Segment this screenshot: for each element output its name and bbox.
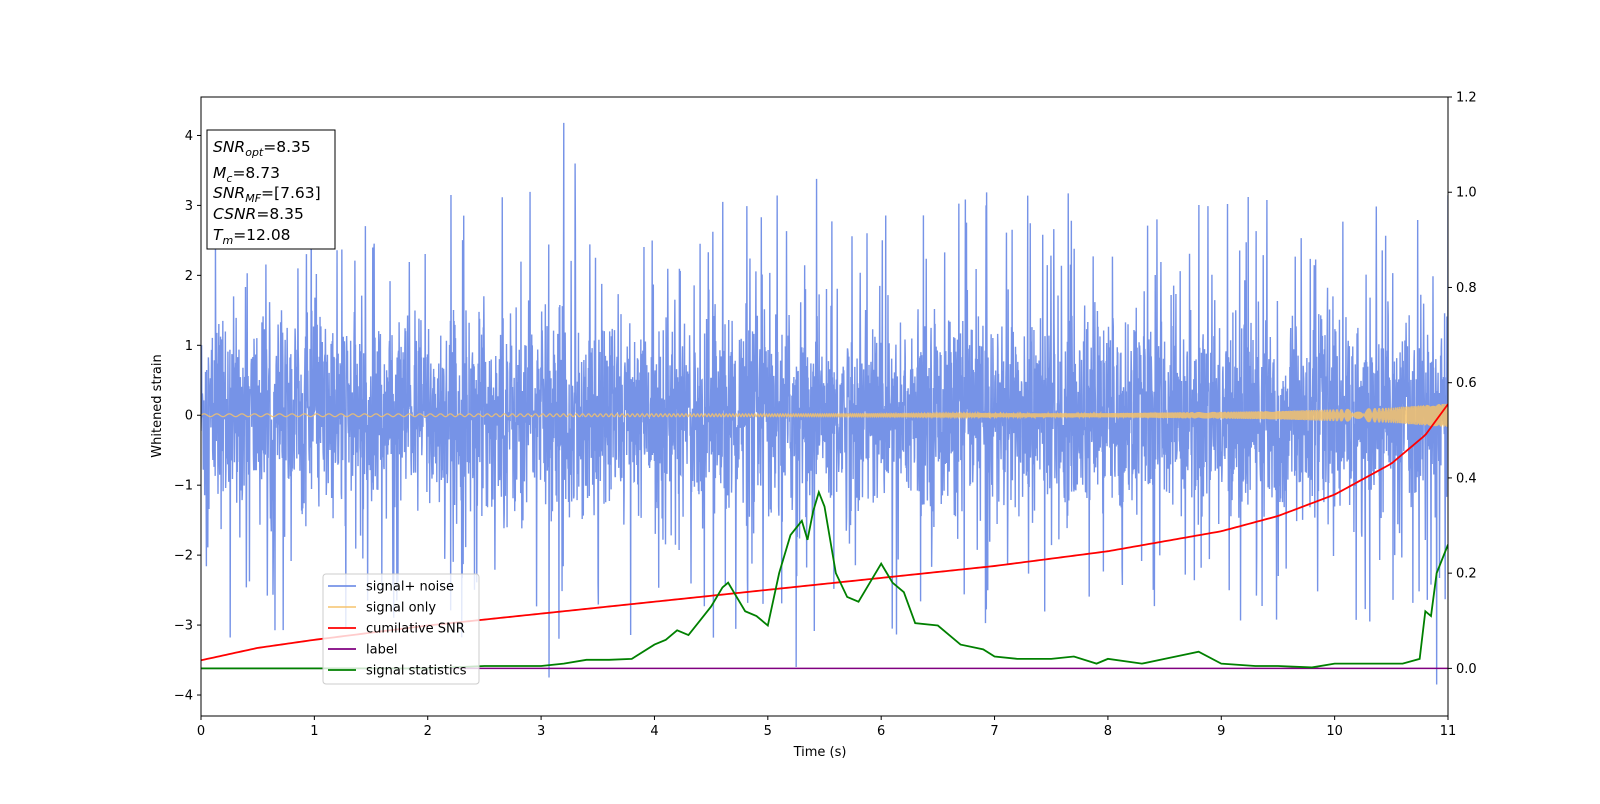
y-tick-label: −3 (174, 619, 193, 634)
y-tick-label: 2 (185, 269, 193, 284)
annotation-line: CSNR=8.35 (213, 205, 304, 223)
y2-tick-label: 1.0 (1456, 186, 1477, 201)
legend-frame (322, 573, 480, 685)
x-tick-label: 7 (990, 724, 998, 739)
axes-frame (200, 96, 1449, 717)
y2-tick-label: 0.8 (1456, 281, 1477, 296)
y2-tick-label: 0.2 (1456, 567, 1477, 582)
y-axis-label: Whitened strain (150, 354, 165, 457)
x-tick-label: 2 (424, 724, 432, 739)
annotation-line: SNRopt=8.35 (213, 138, 311, 159)
y-tick-label: −4 (174, 689, 193, 704)
y2-tick-label: 0.6 (1456, 376, 1477, 391)
y-tick-label: 0 (185, 409, 193, 424)
x-tick-label: 1 (310, 724, 318, 739)
legend: signal+ noise signal only cumilative SNR la… (322, 573, 480, 685)
annotation-frame (206, 129, 336, 250)
x-axis-label: Time (s) (793, 745, 847, 760)
legend-label: signal statistics (366, 664, 467, 679)
x-tick-label: 3 (537, 724, 545, 739)
x-tick-label: 8 (1104, 724, 1112, 739)
y2-tick-label: 0.4 (1456, 471, 1477, 486)
x-tick-label: 9 (1217, 724, 1225, 739)
x-tick-label: 10 (1326, 724, 1343, 739)
y2-tick-label: 0.0 (1456, 662, 1477, 677)
y-tick-label: −1 (174, 479, 193, 494)
legend-label: signal only (366, 601, 436, 616)
axes-layer: 0 1 2 3 4 5 6 7 8 9 10 11 −4 −3 −2 −1 0 1 2 3 4 0.0 0.2 0.4 0.6 0… (174, 91, 1477, 740)
annotation-line: Mc=8.73 (213, 164, 280, 185)
x-tick-label: 4 (650, 724, 658, 739)
signal-statistics-series (201, 489, 1448, 670)
x-tick-label: 0 (197, 724, 205, 739)
annotation-line: SNRMF=[7.63] (213, 184, 321, 205)
y-tick-label: 3 (185, 199, 193, 214)
annotation-line: Tm=12.08 (213, 226, 291, 247)
legend-label: label (366, 643, 397, 658)
x-tick-label: 11 (1440, 724, 1457, 739)
y-tick-label: 4 (185, 129, 193, 144)
signal-only-series (201, 403, 1448, 427)
y-tick-label: −2 (174, 549, 193, 564)
y2-tick-label: 1.2 (1456, 91, 1477, 106)
legend-label: cumilative SNR (366, 622, 465, 637)
legend-label: signal+ noise (366, 580, 454, 595)
y-tick-label: 1 (185, 339, 193, 354)
x-tick-label: 6 (877, 724, 885, 739)
x-tick-label: 5 (764, 724, 772, 739)
